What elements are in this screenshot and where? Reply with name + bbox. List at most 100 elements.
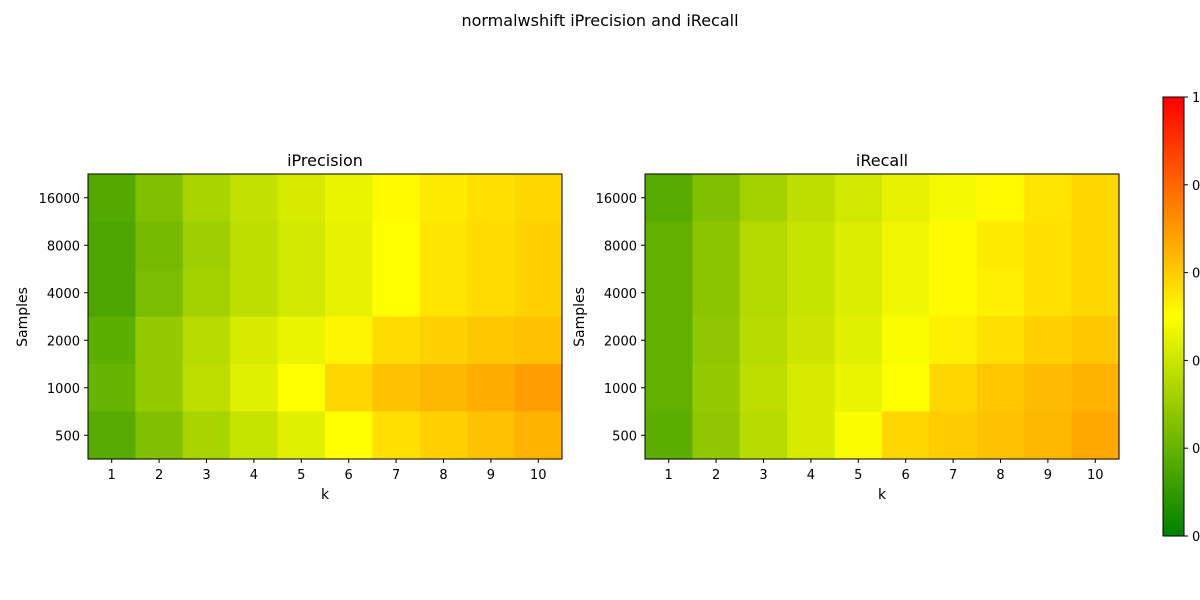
x-tick-label: 8 (439, 468, 447, 483)
y-ticks: 16000 8000 4000 2000 1000 500 (39, 192, 88, 444)
heatmap-cell (372, 364, 421, 413)
heatmap-cell (419, 364, 468, 413)
heatmap-cell (692, 316, 741, 365)
y-ticks: 16000 8000 4000 2000 1000 500 (596, 192, 645, 444)
x-tick-label: 3 (202, 468, 210, 483)
heatmap-cell (645, 316, 693, 365)
heatmap-cell (135, 364, 184, 413)
heatmap-cell (834, 221, 883, 270)
heatmap-cell (514, 174, 563, 223)
heatmap-iprecision: iPrecision 1 2 3 4 5 6 7 8 9 10 16000 8000 4000 2000… (15, 151, 563, 503)
heatmap-cells (88, 174, 563, 460)
heatmap-cell (467, 269, 516, 318)
x-tick-label: 3 (759, 468, 767, 483)
heatmap-cell (277, 221, 326, 270)
heatmap-cell (1071, 221, 1120, 270)
heatmap-cell (1071, 174, 1120, 223)
heatmap-cell (692, 174, 741, 223)
heatmap-cell (976, 364, 1025, 413)
heatmap-cell (325, 174, 373, 223)
heatmap-cell (739, 316, 788, 365)
colorbar-tick-label: 0 (1192, 267, 1200, 282)
heatmap-cell (514, 221, 563, 270)
colorbar-tick-label: 0 (1192, 530, 1200, 545)
x-tick-label: 1 (108, 468, 116, 483)
heatmap-cell (1071, 364, 1120, 413)
heatmap-cell (929, 316, 978, 365)
x-tick-label: 5 (854, 468, 862, 483)
colorbar-ticks: 0 0 0 0 0 1 (1184, 91, 1200, 545)
heatmap-cell (645, 221, 693, 270)
heatmap-cell (929, 221, 978, 270)
y-tick-label: 4000 (47, 287, 80, 302)
x-tick-label: 2 (712, 468, 720, 483)
heatmap-cell (1071, 269, 1120, 318)
heatmap-cell (372, 316, 421, 365)
heatmap-cell (135, 269, 184, 318)
heatmap-cell (135, 411, 184, 460)
heatmap-cell (692, 411, 741, 460)
heatmap-cell (1024, 221, 1073, 270)
heatmap-cell (467, 364, 516, 413)
heatmap-cell (467, 221, 516, 270)
y-tick-label: 16000 (39, 192, 80, 207)
heatmap-cell (135, 174, 184, 223)
heatmap-cell (88, 364, 136, 413)
heatmap-irecall: iRecall 1 2 3 4 5 6 7 8 9 10 16000 8000 4000 2000 100… (572, 151, 1120, 503)
heatmap-cell (372, 269, 421, 318)
x-ticks: 1 2 3 4 5 6 7 8 9 10 (665, 459, 1104, 483)
heatmap-cell (182, 174, 231, 223)
heatmap-cell (467, 316, 516, 365)
heatmap-cell (787, 221, 836, 270)
heatmap-cell (739, 174, 788, 223)
colorbar-tick-label: 0 (1192, 442, 1200, 457)
heatmap-cell (787, 364, 836, 413)
heatmap-cell (787, 174, 836, 223)
heatmap-cell (645, 269, 693, 318)
x-tick-label: 2 (155, 468, 163, 483)
heatmap-cell (325, 411, 373, 460)
x-tick-label: 6 (345, 468, 353, 483)
y-tick-label: 500 (55, 429, 80, 444)
x-tick-label: 6 (902, 468, 910, 483)
heatmap-cell (277, 364, 326, 413)
x-tick-label: 9 (1044, 468, 1052, 483)
x-tick-label: 4 (250, 468, 258, 483)
heatmap-cell (88, 269, 136, 318)
heatmap-cell (230, 364, 279, 413)
y-tick-label: 8000 (604, 239, 637, 254)
y-axis-label: Samples (15, 287, 31, 347)
heatmap-cell (277, 411, 326, 460)
heatmap-cell (692, 269, 741, 318)
x-tick-label: 4 (807, 468, 815, 483)
heatmap-cell (692, 221, 741, 270)
heatmap-cell (230, 316, 279, 365)
heatmap-cell (1024, 269, 1073, 318)
chart-title: iPrecision (287, 151, 363, 170)
y-tick-label: 1000 (604, 382, 637, 397)
heatmap-cell (834, 316, 883, 365)
heatmap-cell (88, 411, 136, 460)
heatmap-cell (419, 269, 468, 318)
heatmap-cell (834, 174, 883, 223)
x-tick-label: 9 (487, 468, 495, 483)
heatmap-cell (419, 411, 468, 460)
y-tick-label: 8000 (47, 239, 80, 254)
heatmap-cell (882, 364, 930, 413)
x-axis-label: k (878, 487, 887, 503)
heatmap-cell (230, 221, 279, 270)
heatmap-cell (230, 174, 279, 223)
heatmap-cell (1024, 364, 1073, 413)
heatmap-cell (135, 221, 184, 270)
heatmap-cell (419, 221, 468, 270)
heatmap-cell (230, 269, 279, 318)
heatmap-cell (739, 364, 788, 413)
y-tick-label: 500 (612, 429, 637, 444)
heatmap-cell (929, 269, 978, 318)
heatmap-cell (182, 411, 231, 460)
y-axis-label: Samples (572, 287, 588, 347)
plot-frame (644, 173, 1120, 460)
y-tick-label: 16000 (596, 192, 637, 207)
x-ticks: 1 2 3 4 5 6 7 8 9 10 (108, 459, 547, 483)
heatmap-cell (135, 316, 184, 365)
